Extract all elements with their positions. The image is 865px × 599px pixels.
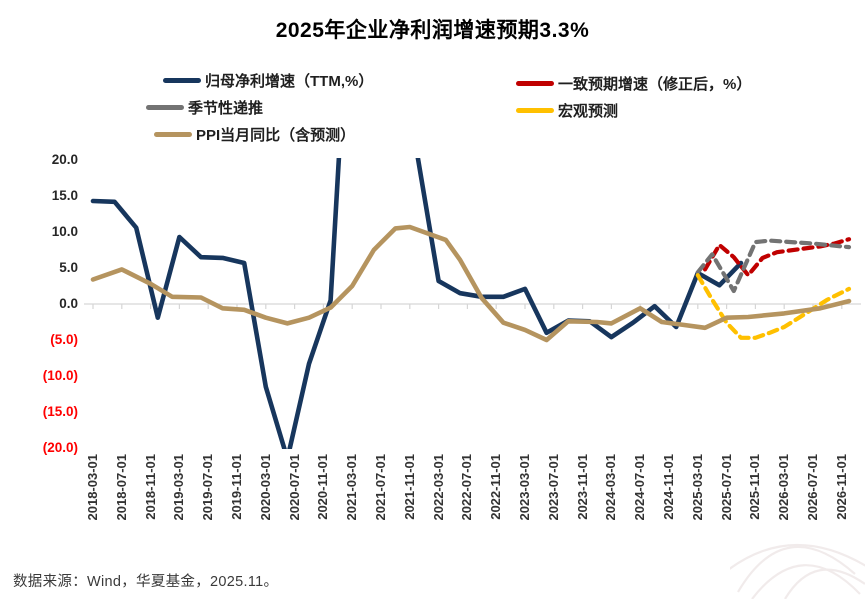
x-axis-tick-label: 2019-11-01 xyxy=(229,454,244,520)
line-swatch-icon xyxy=(516,108,554,113)
x-axis-tick-label: 2019-03-01 xyxy=(171,454,187,521)
data-source-note: 数据来源：Wind，华夏基金，2025.11。 xyxy=(13,574,279,590)
y-axis-tick-label: (10.0) xyxy=(42,368,78,383)
legend-label: 宏观预测 xyxy=(558,103,619,120)
x-axis-tick-label: 2025-03-01 xyxy=(689,454,705,521)
y-axis-tick-label: (20.0) xyxy=(42,440,78,455)
legend-item-seasonal: 季节性递推 xyxy=(146,99,264,117)
y-axis-tick-label: 0.0 xyxy=(59,296,78,311)
chart-title: 2025年企业净利润增速预期3.3% xyxy=(275,19,590,42)
legend-label: 季节性递推 xyxy=(188,100,264,117)
legend-label: 一致预期增速（修正后，%） xyxy=(558,76,752,93)
line-swatch-icon xyxy=(516,81,554,86)
x-axis-tick-label: 2018-03-01 xyxy=(85,454,100,521)
legend-item-macro: 宏观预测 xyxy=(516,102,619,120)
legend-item-ppi: PPI当月同比（含预测） xyxy=(154,126,356,144)
line-swatch-icon xyxy=(163,78,201,83)
x-axis-tick-label: 2021-03-01 xyxy=(344,454,360,521)
x-axis-tick-label: 2024-03-01 xyxy=(603,454,619,521)
y-axis-tick-label: 15.0 xyxy=(51,188,78,203)
x-axis-tick-label: 2023-07-01 xyxy=(545,454,561,521)
y-axis-tick-label: (5.0) xyxy=(50,332,78,347)
legend-label: PPI当月同比（含预测） xyxy=(196,127,356,144)
x-axis-tick-label: 2022-07-01 xyxy=(459,454,475,521)
legend-label: 归母净利增速（TTM,%） xyxy=(205,73,374,90)
legend-item-net-profit: 归母净利增速（TTM,%） xyxy=(163,72,374,90)
x-axis-tick-label: 2024-11-01 xyxy=(661,454,676,520)
x-axis-tick-label: 2023-11-01 xyxy=(574,454,590,520)
x-axis-tick-label: 2022-03-01 xyxy=(430,454,446,521)
watermark-logo-icon xyxy=(730,543,865,599)
line-swatch-icon xyxy=(146,105,184,110)
y-axis-tick-label: (15.0) xyxy=(42,404,78,419)
x-axis-tick-label: 2020-11-01 xyxy=(315,454,331,520)
y-axis-tick-label: 10.0 xyxy=(51,224,78,239)
x-axis-tick-label: 2021-07-01 xyxy=(373,454,388,521)
x-axis-tick-label: 2022-11-01 xyxy=(488,454,504,520)
y-axis-tick-label: 20.0 xyxy=(51,152,78,167)
x-axis-tick-label: 2021-11-01 xyxy=(401,454,417,520)
x-axis-tick-label: 2019-07-01 xyxy=(200,454,216,521)
x-axis-tick-label: 2024-07-01 xyxy=(632,454,648,521)
x-axis-tick-label: 2018-07-01 xyxy=(113,454,129,521)
x-axis-tick-label: 2020-03-01 xyxy=(257,454,273,521)
line-swatch-icon xyxy=(154,132,192,137)
x-axis-tick-label: 2020-07-01 xyxy=(286,454,302,521)
x-axis-tick-label: 2023-03-01 xyxy=(517,454,532,521)
legend-item-consensus: 一致预期增速（修正后，%） xyxy=(516,75,752,93)
y-axis-tick-label: 5.0 xyxy=(59,260,78,275)
x-axis-tick-label: 2018-11-01 xyxy=(142,454,158,520)
